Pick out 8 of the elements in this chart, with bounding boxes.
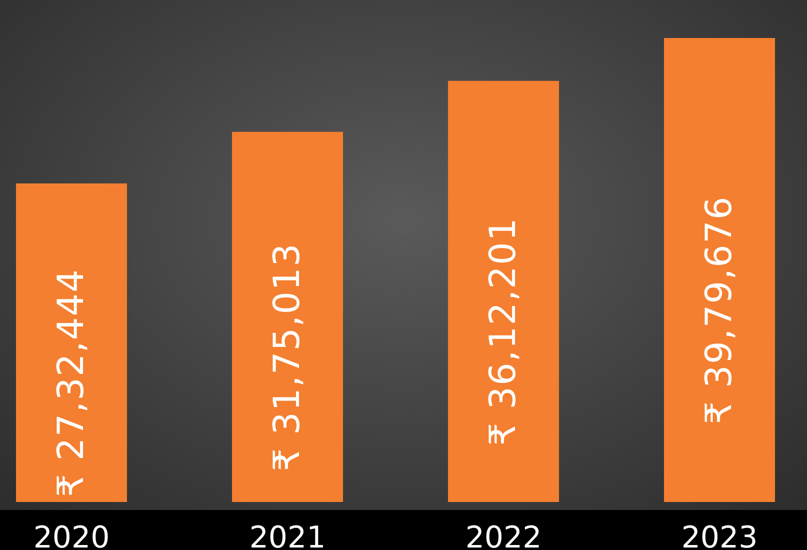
x-tick-label: 2023 xyxy=(681,520,758,550)
x-tick-label: 2022 xyxy=(465,520,542,550)
x-tick-label: 2020 xyxy=(33,520,110,550)
data-label: ₹ 36,12,201 xyxy=(483,217,524,446)
x-tick-label: 2021 xyxy=(249,520,326,550)
data-label: ₹ 39,79,676 xyxy=(699,196,740,424)
data-label: ₹ 27,32,444 xyxy=(51,268,92,497)
data-label: ₹ 31,75,013 xyxy=(267,242,308,472)
